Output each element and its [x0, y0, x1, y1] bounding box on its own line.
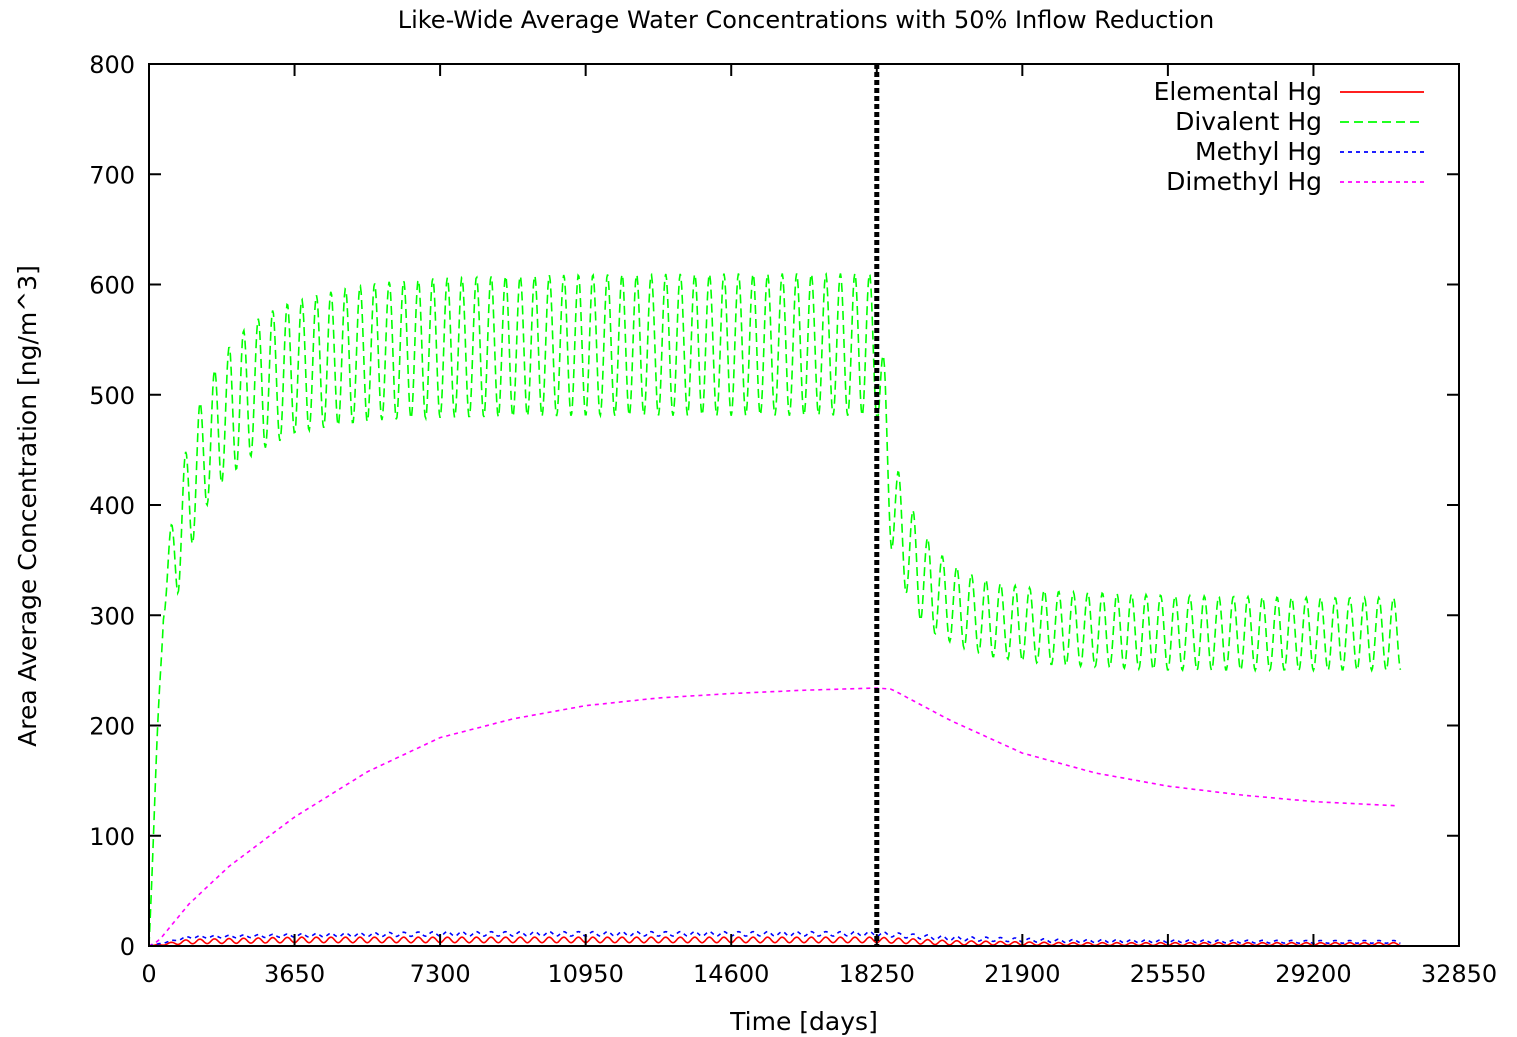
chart-title: Like-Wide Average Water Concentrations w…	[398, 6, 1215, 34]
y-tick-label: 800	[89, 51, 135, 79]
plot-frame	[148, 63, 1460, 947]
series-layer	[148, 64, 1402, 947]
x-tick-label: 21900	[984, 960, 1060, 988]
y-axis-title: Area Average Concentration [ng/m^3]	[13, 265, 42, 747]
series-line-elemental-hg	[149, 936, 1401, 947]
x-tick-label: 0	[141, 960, 156, 988]
x-tick-label: 10950	[547, 960, 623, 988]
legend-label: Methyl Hg	[1195, 137, 1322, 166]
x-tick-label: 29200	[1275, 960, 1351, 988]
x-tick-label: 7300	[410, 960, 471, 988]
x-axis-title: Time [days]	[729, 1007, 878, 1036]
y-tick-label: 0	[120, 933, 135, 961]
y-tick-label: 700	[89, 161, 135, 189]
legend-label: Dimethyl Hg	[1166, 167, 1322, 196]
legend-label: Elemental Hg	[1154, 77, 1322, 106]
x-tick-label: 3650	[264, 960, 325, 988]
y-tick-label: 500	[89, 382, 135, 410]
x-tick-label: 18250	[839, 960, 915, 988]
series-line-dimethyl-hg	[148, 687, 1398, 947]
axis-layer: 0 100 200 300 400 500 600 700 800 0 3650 7300 10950 1…	[89, 51, 1497, 988]
legend-label: Divalent Hg	[1175, 107, 1322, 136]
series-line-divalent-hg	[148, 272, 1402, 947]
x-tick-label: 32850	[1421, 960, 1497, 988]
y-tick-label: 200	[89, 713, 135, 741]
y-tick-label: 300	[89, 602, 135, 630]
x-tick-label: 25550	[1130, 960, 1206, 988]
x-tick-label: 14600	[693, 960, 769, 988]
y-tick-label: 100	[89, 823, 135, 851]
y-tick-label: 600	[89, 272, 135, 300]
series-line-methyl-hg	[148, 930, 1401, 947]
y-tick-label: 400	[89, 492, 135, 520]
